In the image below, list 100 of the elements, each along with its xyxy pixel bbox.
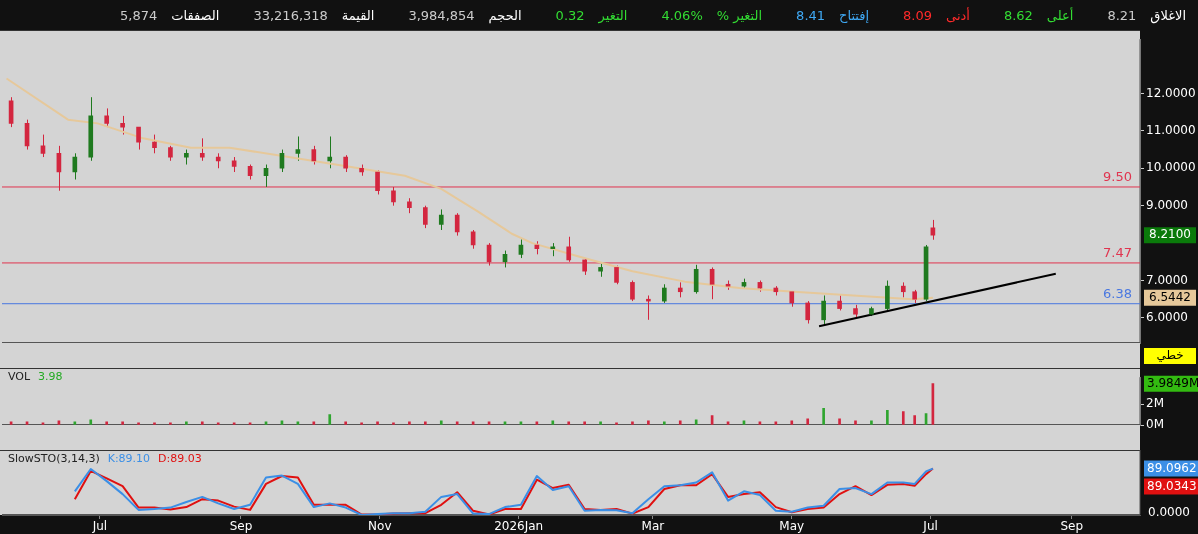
bar [121, 421, 124, 425]
bar [838, 418, 841, 425]
candlestick [295, 135, 301, 162]
text: 6.5442 [1149, 289, 1191, 304]
candlestick [104, 107, 110, 128]
candlestick [391, 186, 396, 207]
ref-line-label: 7.47 [1103, 244, 1132, 260]
ref-line-label: 9.50 [1103, 168, 1132, 184]
y-tick-label: 2M [1146, 396, 1164, 411]
bar [583, 421, 586, 425]
candlestick [152, 134, 157, 154]
bar [328, 414, 332, 425]
text: 89.0343 [1147, 478, 1197, 493]
bar [694, 419, 698, 425]
text: 8.09 [903, 7, 933, 23]
bar [822, 408, 825, 425]
bar [901, 411, 905, 425]
bar [439, 420, 443, 425]
text: 0.0000 [1148, 505, 1190, 520]
x-tick-label: Jul [922, 519, 938, 534]
bar [806, 418, 810, 425]
x-tick-label: 2026Jan [494, 519, 544, 534]
text: D:89.03 [158, 451, 202, 465]
y-tick-label: 10.0000 [1146, 160, 1196, 175]
y-tick-label: 6.0000 [1146, 310, 1188, 325]
bar [216, 422, 220, 425]
text: 4.06% [661, 7, 703, 23]
bar [854, 420, 857, 425]
bar [153, 422, 156, 425]
chart-title: SlowSTO(3,14,3) [8, 451, 100, 465]
text: 33,216,318 [253, 7, 328, 23]
candlestick [199, 137, 205, 162]
bar [137, 422, 140, 425]
series-label: K:89.10 [107, 451, 151, 465]
bar [551, 420, 555, 425]
bar [376, 421, 379, 425]
bar [631, 421, 634, 425]
x-tick-label: Nov [368, 519, 392, 534]
text: 8.41 [796, 7, 826, 23]
text: الصفقات [171, 7, 220, 23]
y-tick-label: 11.0000 [1146, 122, 1196, 137]
text: الاغلاق [1150, 7, 1186, 23]
text: 8.62 [1003, 7, 1033, 23]
candlestick [885, 280, 890, 311]
text: التغير % [716, 7, 763, 23]
bar [392, 422, 395, 425]
bar [312, 421, 316, 425]
bar [647, 420, 650, 425]
candlestick [327, 135, 333, 169]
candlestick [821, 294, 826, 326]
bar [615, 422, 618, 425]
x-tick-label: May [779, 519, 805, 534]
bar [886, 410, 889, 425]
x-tick-label: Sep [229, 519, 253, 534]
x-tick-label: Jul [91, 519, 108, 534]
text: 3.9849M [1147, 375, 1198, 390]
text: 89.0962 [1147, 460, 1197, 475]
candlestick [375, 169, 380, 195]
candlestick [438, 208, 444, 231]
text: القيمة [341, 7, 375, 23]
bar [678, 420, 682, 425]
text: خطي [1156, 348, 1184, 363]
candlestick [693, 264, 699, 295]
text: 8.2100 [1149, 227, 1191, 242]
text: إفتتاح [839, 7, 870, 23]
candlestick [423, 205, 428, 229]
y-tick-label: 0M [1146, 417, 1164, 432]
candlestick [120, 115, 125, 136]
chart-title: VOL [8, 369, 31, 383]
y-tick-label: 12.0000 [1146, 85, 1196, 100]
bar [790, 420, 794, 425]
text: التغير [598, 7, 628, 23]
bar [408, 421, 411, 425]
bar [567, 421, 571, 425]
candlestick [661, 283, 667, 304]
x-tick-label: Mar [641, 519, 665, 534]
bar [424, 421, 427, 425]
text: 5,874 [120, 7, 158, 23]
candlestick [136, 126, 141, 151]
candlestick [805, 300, 811, 325]
y-tick-label: 7.0000 [1146, 272, 1188, 287]
ref-line-label: 6.38 [1103, 285, 1132, 301]
bar [662, 421, 666, 425]
text: 8.21 [1107, 7, 1137, 23]
text: أدنى [946, 7, 970, 23]
text: أعلى [1046, 7, 1074, 23]
annotation: 3.98 [38, 369, 63, 383]
y-tick-label: 9.0000 [1146, 197, 1188, 212]
bar [200, 421, 204, 425]
text: 0.32 [555, 7, 585, 23]
bar [455, 421, 459, 425]
candlestick [40, 134, 46, 158]
candlestick [311, 145, 317, 166]
bar [599, 421, 602, 425]
bar [913, 415, 917, 425]
bar [870, 420, 873, 425]
text: 3,984,854 [408, 7, 475, 23]
candlestick [930, 219, 936, 241]
candlestick [630, 280, 635, 302]
bar [169, 422, 172, 425]
